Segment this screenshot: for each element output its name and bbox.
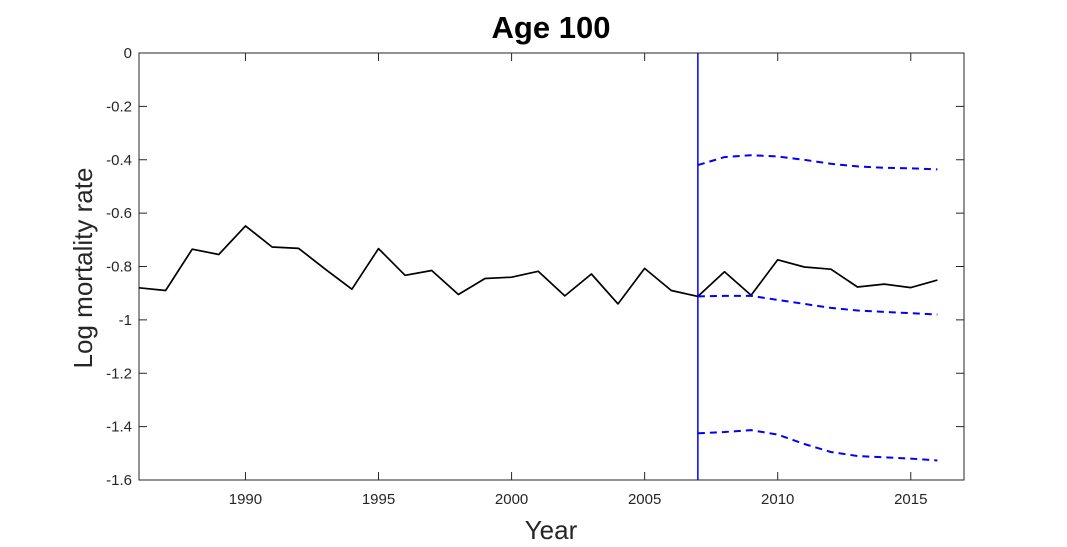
x-tick-label: 1990 <box>229 491 262 508</box>
y-tick-label: -1.2 <box>106 365 132 382</box>
x-tick-label: 2015 <box>894 491 927 508</box>
chart-title: Age 100 <box>492 10 611 45</box>
observed-series-line <box>139 225 938 305</box>
plot-area: 0 -0.2 -0.4 -0.6 -0.8 -1 -1.2 -1.4 -1.6 1990 1995 2… <box>106 45 965 508</box>
forecast-interval-line-1 <box>697 154 938 171</box>
x-axis-label: Year <box>525 515 578 545</box>
x-tick-label: 2005 <box>628 491 661 508</box>
y-tick-label: -0.4 <box>106 152 132 169</box>
plot-frame <box>138 52 965 481</box>
forecast-interval-line-3 <box>697 429 938 462</box>
y-tick-label: 0 <box>124 45 132 62</box>
forecast-interval-line-2 <box>697 294 938 316</box>
y-tick-label: -0.6 <box>106 205 132 222</box>
y-tick-label: -1.4 <box>106 419 132 436</box>
x-tick-label: 2000 <box>495 491 528 508</box>
y-tick-label: -0.2 <box>106 98 132 115</box>
y-tick-label: -0.8 <box>106 259 132 276</box>
x-tick-label: 1995 <box>362 491 395 508</box>
x-tick-label: 2010 <box>761 491 794 508</box>
y-tick-label: -1 <box>119 312 132 329</box>
y-axis-label: Log mortality rate <box>68 168 98 369</box>
y-tick-label: -1.6 <box>106 472 132 489</box>
